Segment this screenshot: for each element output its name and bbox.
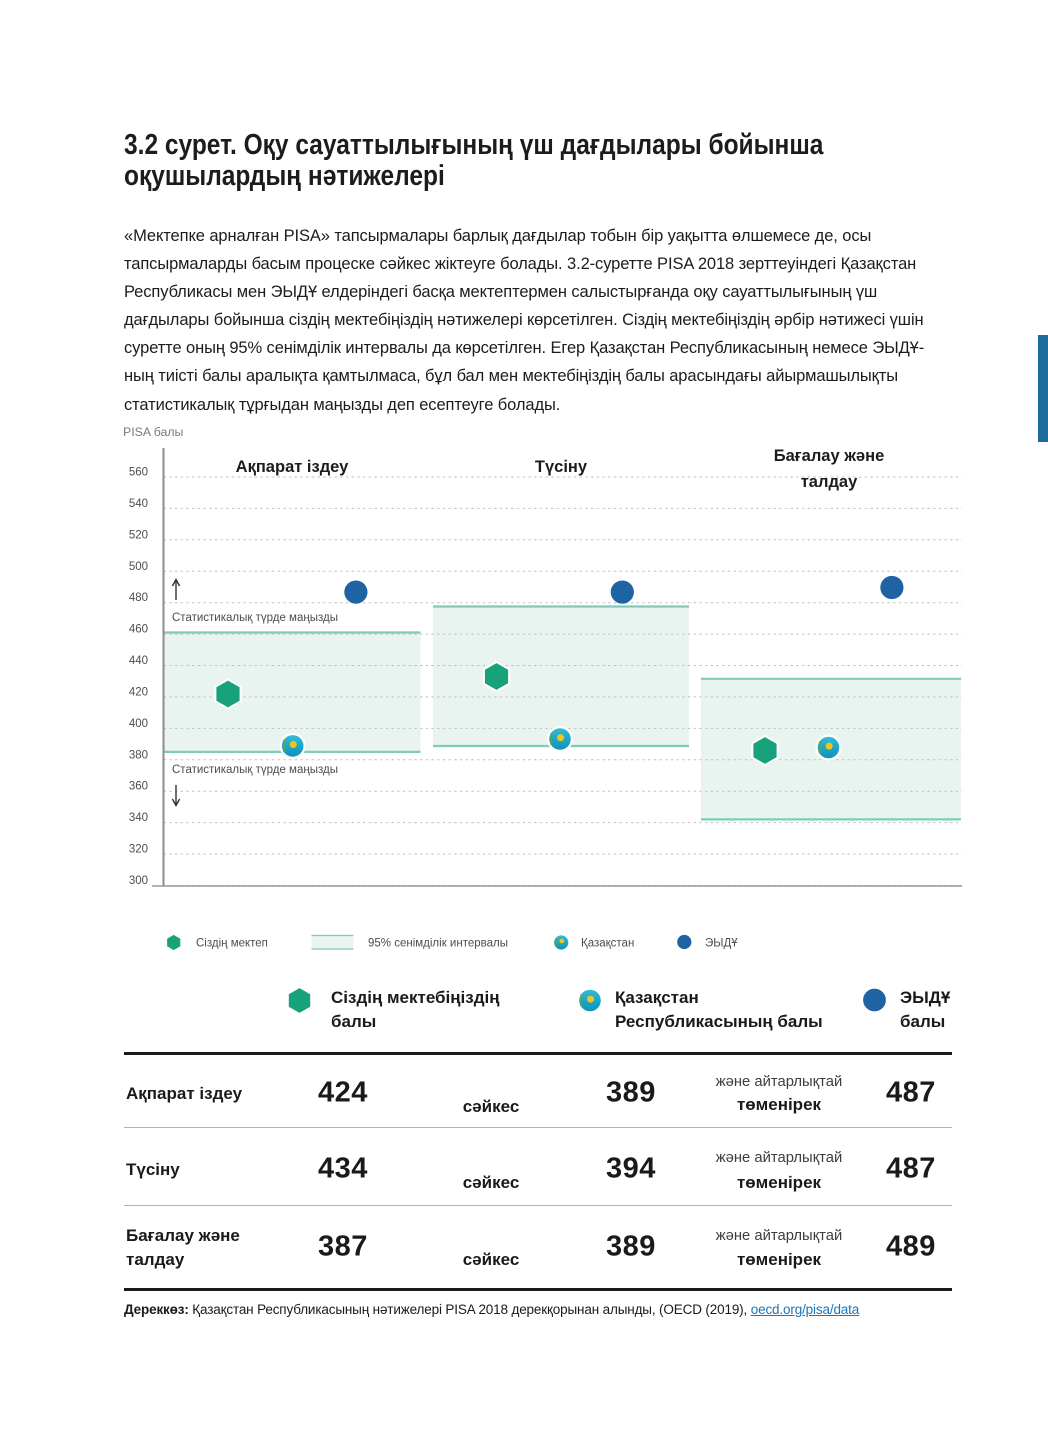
- svg-text:340: 340: [129, 812, 148, 824]
- svg-text:Түсіну: Түсіну: [535, 458, 588, 476]
- svg-text:560: 560: [129, 467, 148, 479]
- svg-text:95% сенімділік интервалы: 95% сенімділік интервалы: [368, 938, 508, 950]
- svg-text:420: 420: [129, 686, 148, 698]
- svg-text:300: 300: [129, 875, 148, 887]
- svg-text:Ақпарат іздеу: Ақпарат іздеу: [236, 458, 349, 476]
- svg-text:Статистикалық түрде маңызды: Статистикалық түрде маңызды: [172, 764, 338, 776]
- svg-text:480: 480: [129, 592, 148, 604]
- svg-text:380: 380: [129, 749, 148, 761]
- svg-text:520: 520: [129, 529, 148, 541]
- svg-text:400: 400: [129, 718, 148, 730]
- svg-text:360: 360: [129, 781, 148, 793]
- svg-text:440: 440: [129, 655, 148, 667]
- svg-text:талдау: талдау: [801, 473, 858, 491]
- svg-text:540: 540: [129, 498, 148, 510]
- svg-text:PISA балы: PISA балы: [123, 425, 183, 439]
- svg-text:ЭЫДҰ: ЭЫДҰ: [705, 938, 738, 950]
- svg-text:Сіздің мектеп: Сіздің мектеп: [196, 938, 268, 950]
- svg-text:460: 460: [129, 624, 148, 636]
- svg-text:Статистикалық түрде маңызды: Статистикалық түрде маңызды: [172, 612, 338, 624]
- svg-text:Бағалау және: Бағалау және: [774, 447, 885, 465]
- svg-text:500: 500: [129, 561, 148, 573]
- svg-text:Қазақстан: Қазақстан: [581, 938, 634, 950]
- svg-text:320: 320: [129, 844, 148, 856]
